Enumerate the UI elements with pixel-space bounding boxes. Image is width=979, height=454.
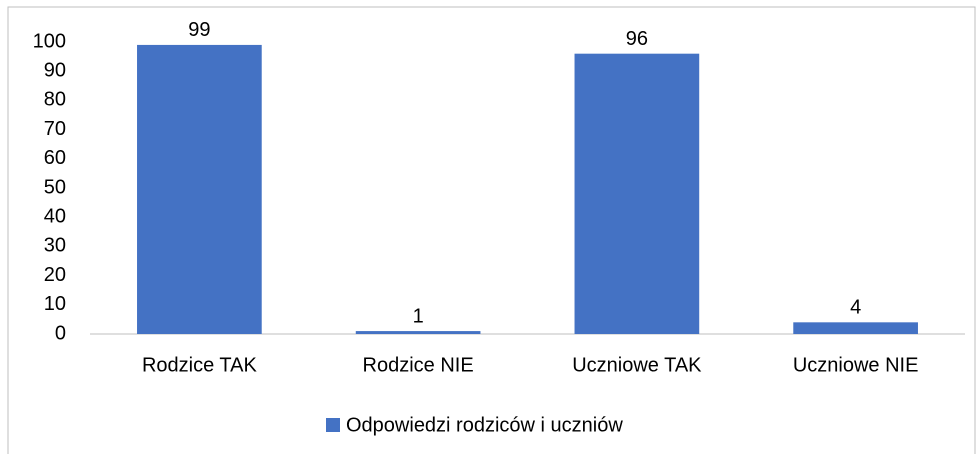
data-label: 4 (850, 297, 861, 319)
y-tick-label: 80 (44, 89, 66, 111)
legend-label: Odpowiedzi rodziców i uczniów (346, 414, 623, 436)
y-tick-label: 0 (55, 322, 66, 344)
bar (793, 322, 918, 334)
data-label: 1 (413, 305, 424, 327)
y-tick-label: 90 (44, 59, 66, 81)
x-tick-label: Uczniowe TAK (572, 354, 702, 376)
bar (574, 53, 700, 335)
bar (137, 44, 262, 335)
chart-border (7, 6, 976, 454)
y-tick-label: 70 (44, 118, 66, 140)
y-tick-label: 50 (44, 176, 66, 198)
legend-swatch (326, 418, 340, 432)
x-tick-label: Uczniowe NIE (793, 354, 919, 376)
x-tick-label: Rodzice NIE (363, 354, 474, 376)
x-tick-label: Rodzice TAK (142, 354, 258, 376)
y-tick-label: 100 (33, 30, 66, 52)
data-label: 96 (626, 28, 648, 50)
bar (355, 331, 481, 334)
y-tick-label: 10 (44, 293, 66, 315)
data-label: 99 (188, 19, 210, 41)
y-tick-label: 20 (44, 264, 66, 286)
y-tick-label: 30 (44, 235, 66, 257)
y-tick-label: 40 (44, 205, 66, 227)
y-tick-label: 60 (44, 147, 66, 169)
